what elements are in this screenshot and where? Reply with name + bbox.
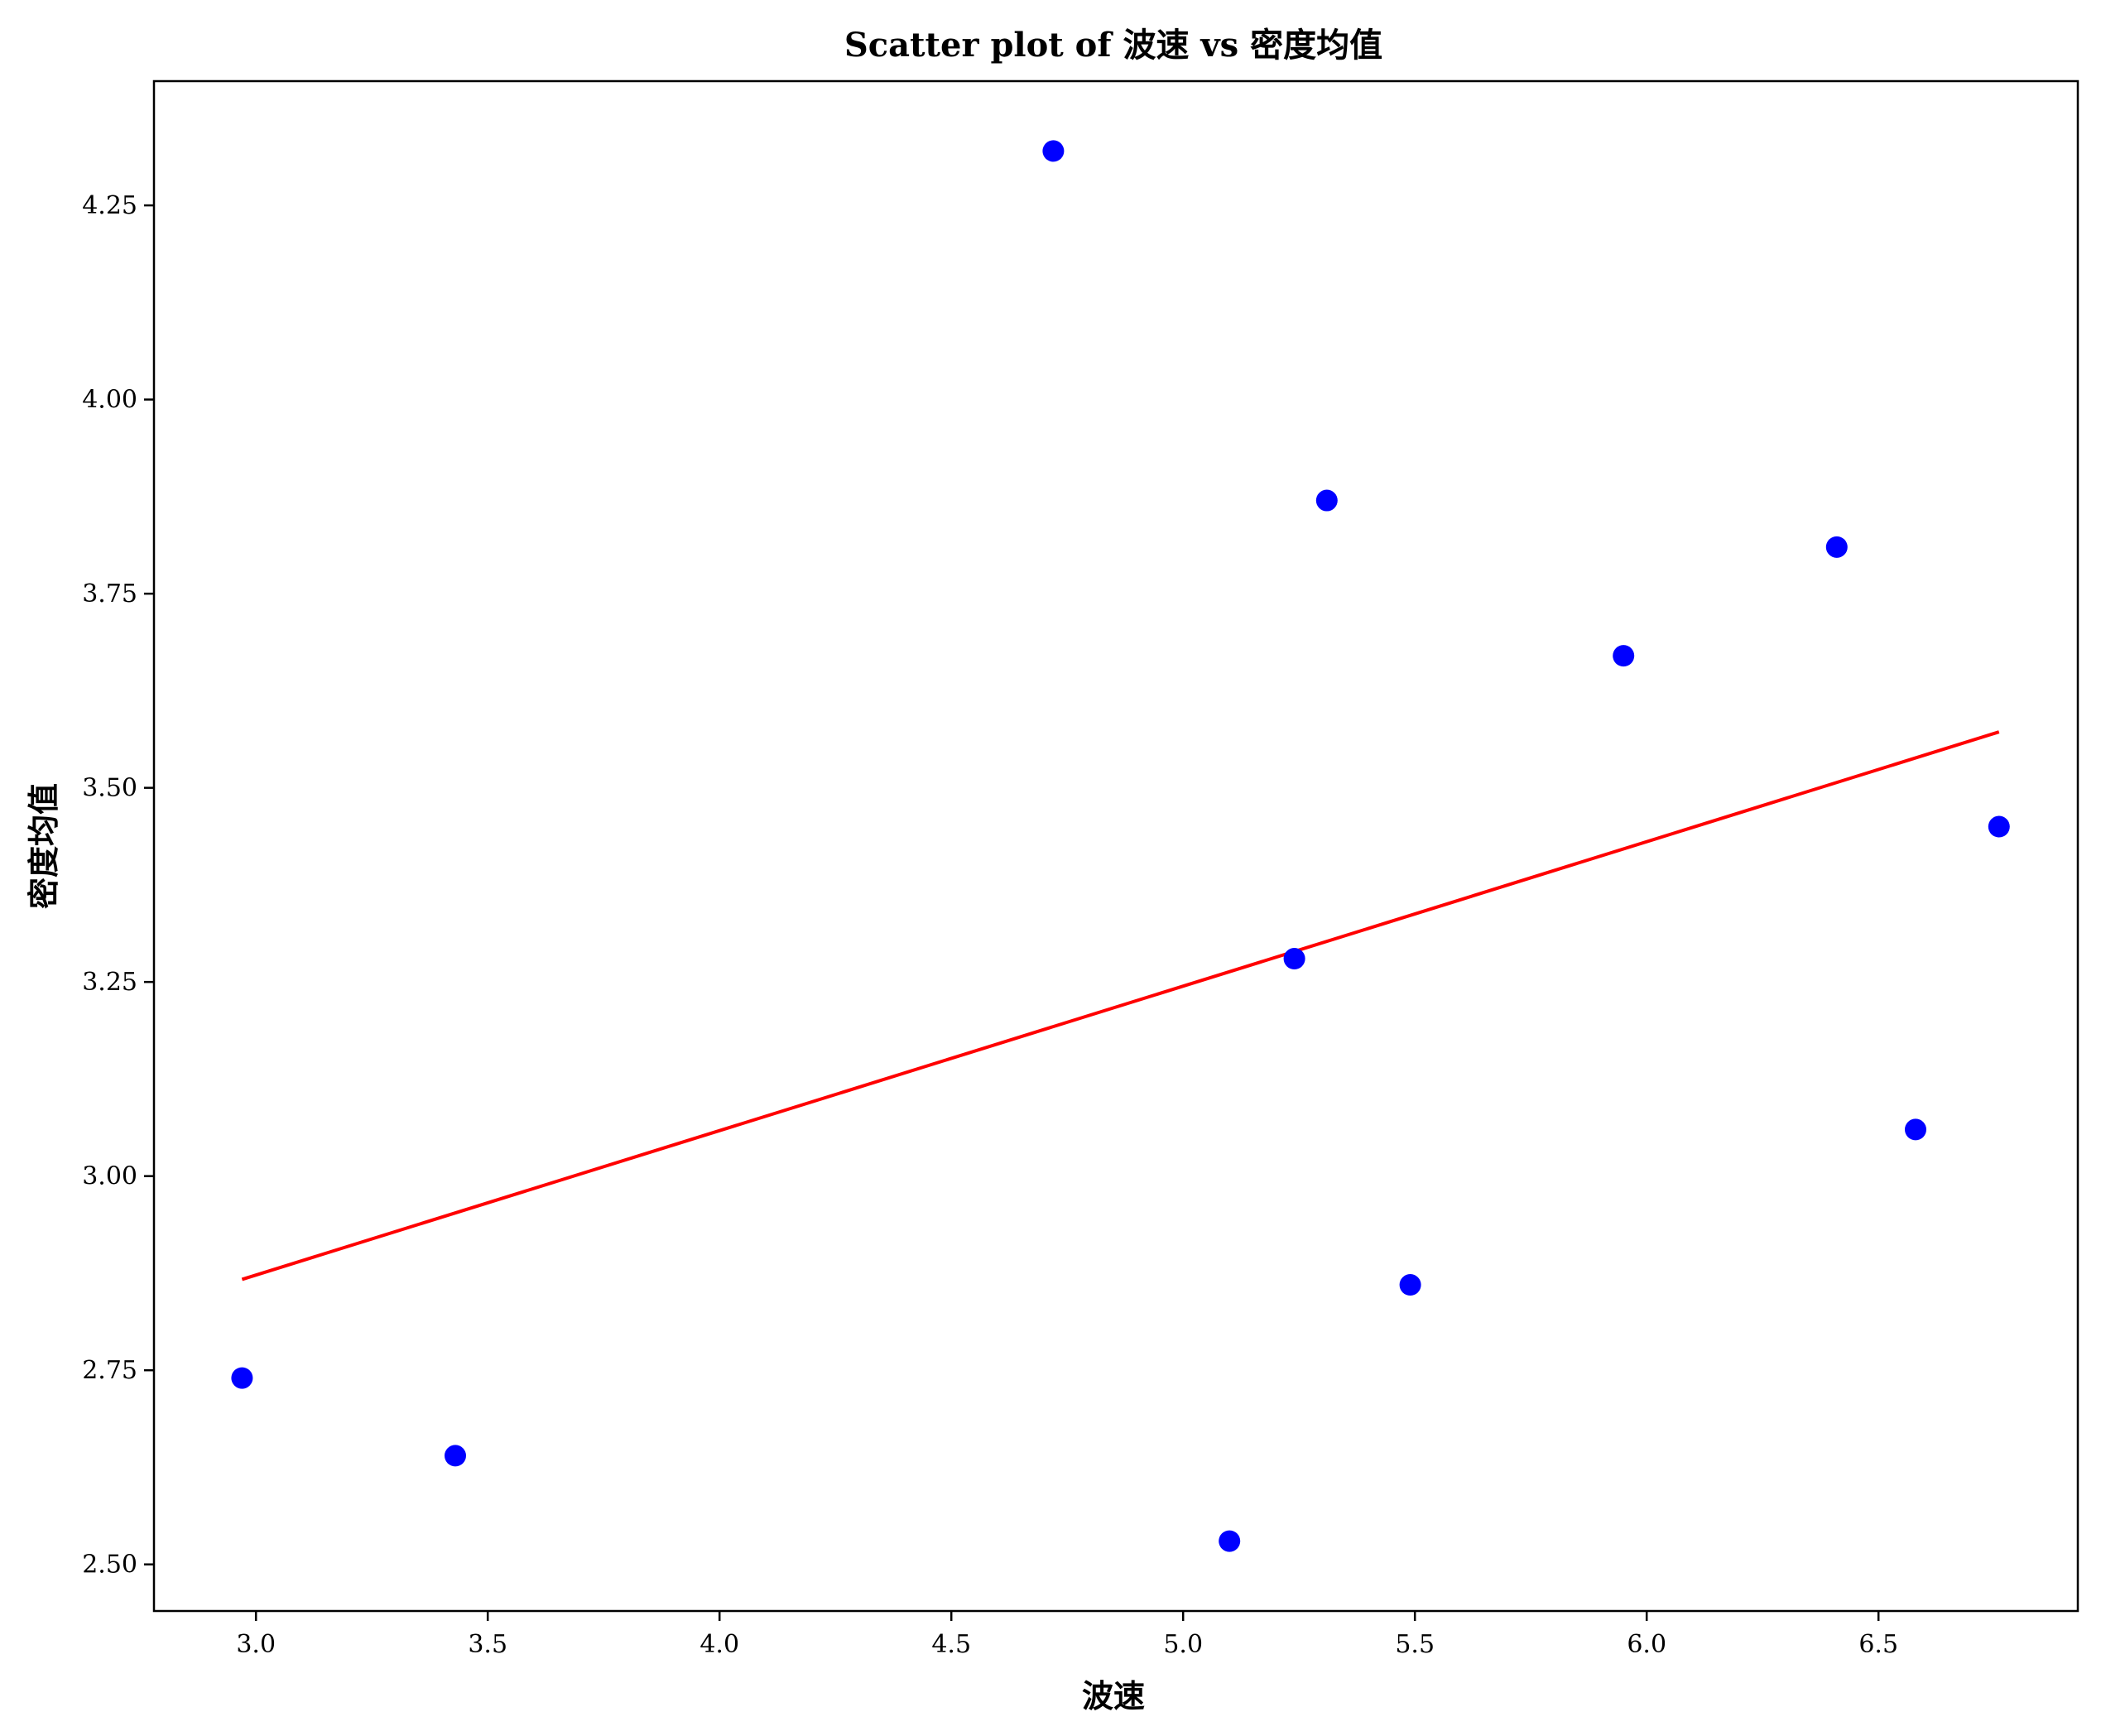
x-tick-label: 6.0	[1627, 1630, 1666, 1659]
y-tick-label: 4.00	[82, 386, 137, 415]
x-tick-label: 4.5	[931, 1630, 971, 1659]
data-point	[1283, 948, 1305, 970]
data-point	[1042, 140, 1065, 162]
y-tick-label: 3.25	[82, 968, 137, 997]
y-tick-label: 4.25	[82, 191, 137, 220]
x-tick-label: 3.5	[468, 1630, 507, 1659]
data-point	[1613, 645, 1635, 667]
regression-line	[241, 730, 2000, 1282]
chart-title: Scatter plot of 波速 vs 密度均值	[844, 26, 1382, 65]
data-point	[1825, 536, 1848, 558]
x-tick-label: 5.0	[1163, 1630, 1203, 1659]
x-tick-label: 5.5	[1395, 1630, 1435, 1659]
data-point	[1219, 1530, 1241, 1552]
x-tick-label: 3.0	[236, 1630, 276, 1659]
x-axis-ticks: 3.0 3.5 4.0 4.5 5.0 5.5 6.0 6.5	[236, 1611, 1898, 1659]
data-point	[445, 1445, 466, 1467]
data-point	[1905, 1118, 1926, 1141]
plot-series	[231, 140, 2010, 1552]
data-point	[1315, 489, 1338, 512]
x-axis-label: 波速	[1082, 1677, 1145, 1714]
data-point	[1988, 815, 2010, 838]
y-tick-label: 3.00	[82, 1162, 137, 1191]
x-tick-label: 6.5	[1858, 1630, 1898, 1659]
y-tick-label: 2.50	[82, 1551, 137, 1580]
x-tick-label: 4.0	[700, 1630, 739, 1659]
plot-frame	[152, 79, 2079, 1613]
data-point	[1399, 1274, 1421, 1296]
y-axis-ticks: 2.50 2.75 3.00 3.25 3.50 3.75 4.00 4.25	[82, 191, 154, 1580]
y-tick-label: 2.75	[82, 1356, 137, 1385]
y-tick-label: 3.50	[82, 774, 137, 803]
y-tick-label: 3.75	[82, 579, 137, 608]
data-point	[231, 1367, 253, 1389]
y-axis-label: 密度均值	[25, 783, 62, 909]
